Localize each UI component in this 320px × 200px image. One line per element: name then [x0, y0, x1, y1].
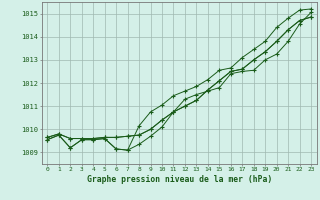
X-axis label: Graphe pression niveau de la mer (hPa): Graphe pression niveau de la mer (hPa) — [87, 175, 272, 184]
